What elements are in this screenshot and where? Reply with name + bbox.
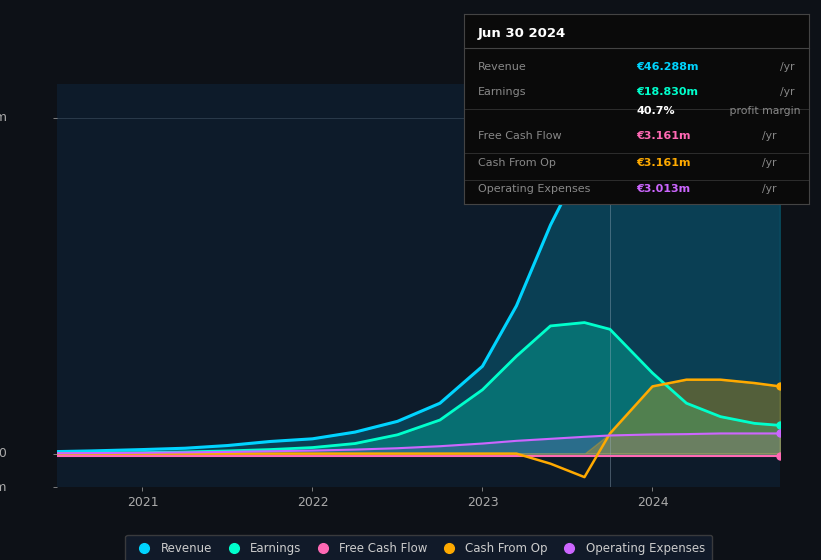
- Text: /yr: /yr: [762, 157, 777, 167]
- Text: €18.830m: €18.830m: [636, 87, 699, 97]
- Text: profit margin: profit margin: [726, 106, 800, 116]
- Text: Operating Expenses: Operating Expenses: [478, 184, 590, 194]
- Text: /yr: /yr: [780, 62, 794, 72]
- Text: €3.161m: €3.161m: [636, 131, 690, 141]
- Text: Revenue: Revenue: [478, 62, 526, 72]
- Text: €50m: €50m: [0, 111, 7, 124]
- Legend: Revenue, Earnings, Free Cash Flow, Cash From Op, Operating Expenses: Revenue, Earnings, Free Cash Flow, Cash …: [126, 535, 712, 560]
- Text: €46.288m: €46.288m: [636, 62, 699, 72]
- Text: /yr: /yr: [780, 87, 794, 97]
- Text: Earnings: Earnings: [478, 87, 526, 97]
- Text: €3.013m: €3.013m: [636, 184, 690, 194]
- Text: /yr: /yr: [762, 131, 777, 141]
- Text: Free Cash Flow: Free Cash Flow: [478, 131, 562, 141]
- Text: €3.161m: €3.161m: [636, 157, 690, 167]
- Text: €0: €0: [0, 447, 7, 460]
- Text: Cash From Op: Cash From Op: [478, 157, 556, 167]
- Text: /yr: /yr: [762, 184, 777, 194]
- Text: Jun 30 2024: Jun 30 2024: [478, 27, 566, 40]
- Text: -€5m: -€5m: [0, 480, 7, 494]
- Text: 40.7%: 40.7%: [636, 106, 675, 116]
